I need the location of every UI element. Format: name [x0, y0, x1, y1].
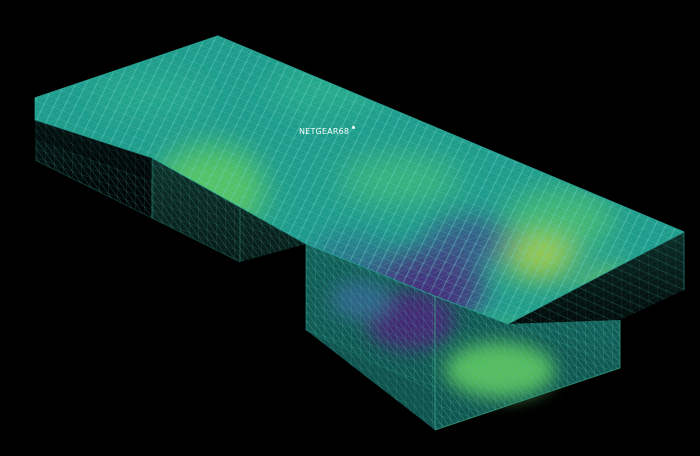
- lower-block-heatmap: [306, 244, 620, 430]
- access-point-label[interactable]: NETGEAR68: [299, 127, 350, 136]
- building-outline: [34, 35, 685, 431]
- access-point-marker-icon[interactable]: [352, 126, 355, 129]
- floor-shadow: [35, 120, 152, 180]
